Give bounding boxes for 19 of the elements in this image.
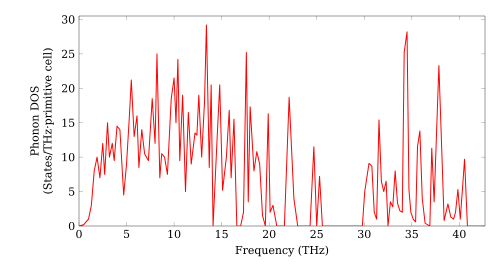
- y-tick-label: 30: [62, 15, 74, 24]
- y-tick-label: 15: [62, 118, 74, 127]
- line-series: [79, 24, 486, 226]
- x-tick-label: 10: [168, 230, 180, 238]
- x-axis-title: Frequency (THz): [236, 246, 328, 256]
- x-tick-label: 30: [358, 230, 370, 238]
- y-tick-label: 10: [62, 153, 74, 162]
- x-tick-label: 0: [76, 230, 82, 238]
- x-tick-label: 20: [262, 230, 276, 238]
- x-tick-label: 25: [310, 230, 323, 238]
- y-tick-label: 20: [62, 84, 74, 92]
- x-tick-label: 15: [216, 230, 228, 238]
- x-tick-label: 5: [124, 230, 130, 238]
- x-tick-label: 35: [406, 230, 418, 238]
- y-tick-label: 5: [69, 188, 74, 196]
- y-tick-label: 0: [68, 222, 74, 230]
- x-tick-label: 40: [452, 230, 466, 238]
- y-tick-label: 25: [62, 50, 74, 58]
- y-axis-title: Phonon DOS (States/THz·primitive cell): [30, 48, 54, 194]
